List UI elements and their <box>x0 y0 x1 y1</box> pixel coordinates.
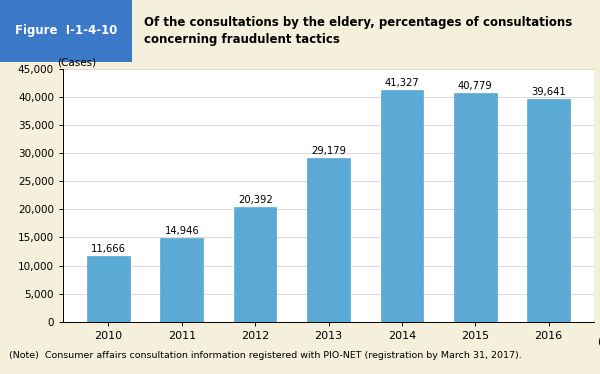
Text: 20,392: 20,392 <box>238 195 272 205</box>
Text: Of the consultations by the eldery, percentages of consultations
concerning frau: Of the consultations by the eldery, perc… <box>144 16 572 46</box>
Bar <box>527 99 570 322</box>
Text: 11,666: 11,666 <box>91 244 126 254</box>
Bar <box>0 0 132 62</box>
Bar <box>307 158 350 322</box>
Bar <box>380 90 423 322</box>
Text: (Cases): (Cases) <box>57 57 96 67</box>
Text: 14,946: 14,946 <box>164 226 199 236</box>
Text: (Note)  Consumer affairs consultation information registered with PIO-NET (regis: (Note) Consumer affairs consultation inf… <box>9 351 522 360</box>
Bar <box>87 256 130 322</box>
Text: Figure  I-1-4-10: Figure I-1-4-10 <box>15 24 117 37</box>
Bar <box>454 93 497 322</box>
Text: 29,179: 29,179 <box>311 146 346 156</box>
Text: (Y): (Y) <box>597 337 600 347</box>
Text: 41,327: 41,327 <box>385 78 419 88</box>
Bar <box>160 238 203 322</box>
Bar <box>234 207 277 322</box>
Text: 39,641: 39,641 <box>531 87 566 97</box>
Text: 40,779: 40,779 <box>458 81 493 91</box>
